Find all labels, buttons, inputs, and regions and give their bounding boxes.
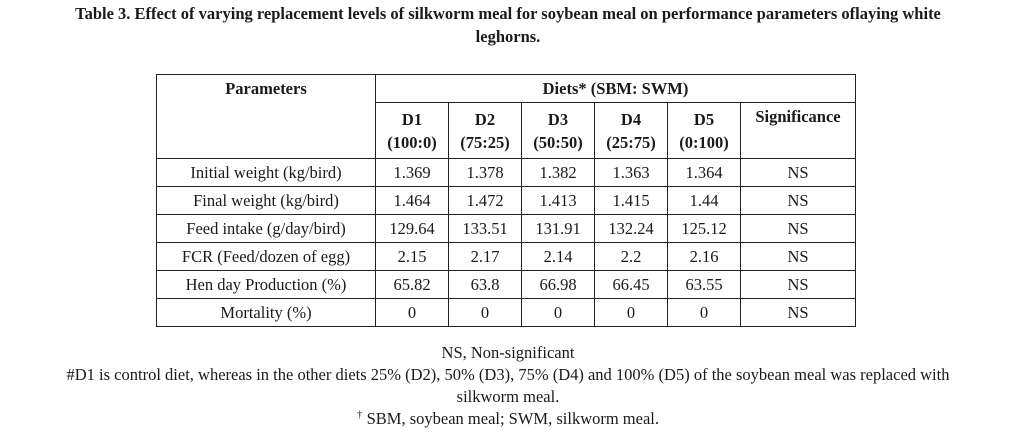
table-row: Hen day Production (%) 65.82 63.8 66.98 … [156,270,856,299]
value-cell: 1.472 [448,186,522,215]
diets-header: Diets* (SBM: SWM) [375,74,856,103]
caption-line-1: Table 3. Effect of varying replacement l… [75,4,941,23]
caption-line-2: leghorns. [475,27,541,46]
significance-cell: NS [740,214,856,243]
significance-cell: NS [740,158,856,187]
table-row: FCR (Feed/dozen of egg) 2.15 2.17 2.14 2… [156,242,856,271]
value-cell: 66.45 [594,270,668,299]
footnote-d1-line-1: #D1 is control diet, whereas in the othe… [66,365,950,384]
performance-table: Parameters Diets* (SBM: SWM) D1 (100:0) D… [156,74,856,327]
diet-header-d3: D3 (50:50) [521,102,595,159]
table-row: Mortality (%) 0 0 0 0 0 NS [156,298,856,327]
footnote-abbrev: † SBM, soybean meal; SWM, silkworm meal. [0,408,1016,430]
param-cell: Hen day Production (%) [156,270,376,299]
table-footnotes: NS, Non-significant #D1 is control diet,… [0,342,1016,430]
dagger-mark: † [356,408,363,421]
parameters-header: Parameters [156,74,376,159]
significance-cell: NS [740,298,856,327]
param-cell: Initial weight (kg/bird) [156,158,376,187]
value-cell: 133.51 [448,214,522,243]
value-cell: 1.415 [594,186,668,215]
significance-cell: NS [740,270,856,299]
diet-header-d1: D1 (100:0) [375,102,449,159]
significance-cell: NS [740,242,856,271]
value-cell: 0 [448,298,522,327]
value-cell: 132.24 [594,214,668,243]
abbrev-text: SBM, soybean meal; SWM, silkworm meal. [362,409,660,428]
header-row-1: Parameters Diets* (SBM: SWM) [156,74,856,159]
value-cell: 63.55 [667,270,741,299]
diet-header-d2: D2 (75:25) [448,102,522,159]
value-cell: 65.82 [375,270,449,299]
footnote-d1-line-2: silkworm meal. [456,387,560,406]
value-cell: 0 [521,298,595,327]
value-cell: 1.369 [375,158,449,187]
significance-header: Significance [740,102,856,159]
significance-cell: NS [740,186,856,215]
value-cell: 66.98 [521,270,595,299]
value-cell: 1.413 [521,186,595,215]
value-cell: 131.91 [521,214,595,243]
diet-header-d4: D4 (25:75) [594,102,668,159]
value-cell: 2.15 [375,242,449,271]
table-row: Final weight (kg/bird) 1.464 1.472 1.413… [156,186,856,215]
param-cell: FCR (Feed/dozen of egg) [156,242,376,271]
value-cell: 1.382 [521,158,595,187]
value-cell: 2.16 [667,242,741,271]
value-cell: 2.14 [521,242,595,271]
value-cell: 1.364 [667,158,741,187]
table-caption: Table 3. Effect of varying replacement l… [8,2,1008,48]
footnote-ns: NS, Non-significant [441,343,575,362]
value-cell: 63.8 [448,270,522,299]
table-row: Initial weight (kg/bird) 1.369 1.378 1.3… [156,158,856,187]
value-cell: 2.17 [448,242,522,271]
value-cell: 1.363 [594,158,668,187]
header-row-2: D1 (100:0) D2 (75:25) D3 (50:50) D4 (25:75) … [157,102,856,159]
param-cell: Mortality (%) [156,298,376,327]
value-cell: 0 [375,298,449,327]
value-cell: 125.12 [667,214,741,243]
diet-header-d5: D5 (0:100) [667,102,741,159]
value-cell: 129.64 [375,214,449,243]
value-cell: 1.464 [375,186,449,215]
table-row: Feed intake (g/day/bird) 129.64 133.51 1… [156,214,856,243]
value-cell: 0 [667,298,741,327]
value-cell: 0 [594,298,668,327]
value-cell: 2.2 [594,242,668,271]
param-cell: Feed intake (g/day/bird) [156,214,376,243]
value-cell: 1.378 [448,158,522,187]
value-cell: 1.44 [667,186,741,215]
param-cell: Final weight (kg/bird) [156,186,376,215]
